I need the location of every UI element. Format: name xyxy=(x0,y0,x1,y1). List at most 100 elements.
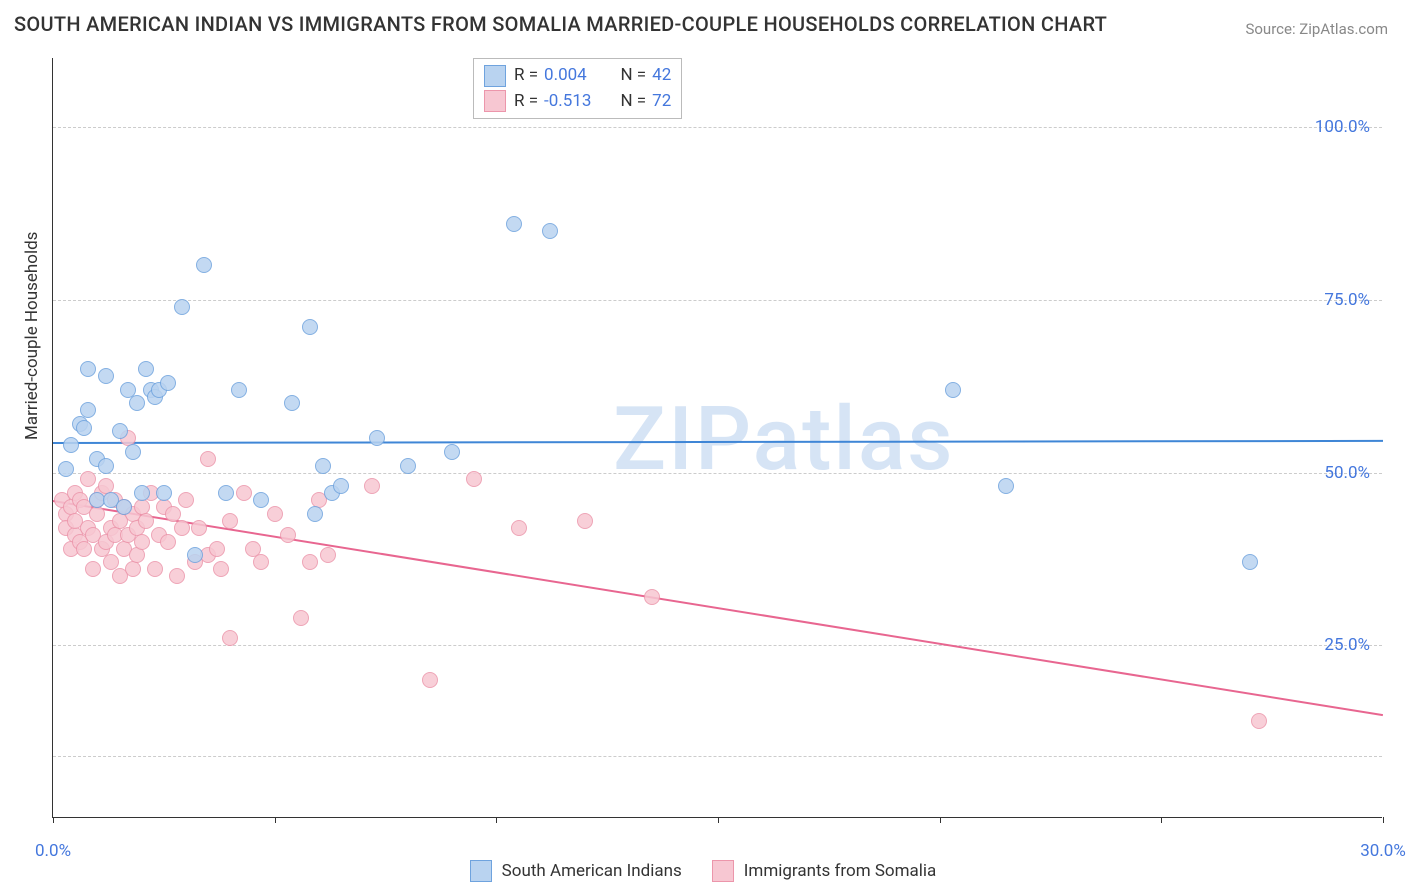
data-point xyxy=(253,492,269,508)
x-tick-mark xyxy=(718,817,719,823)
n-value: 42 xyxy=(652,63,671,89)
data-point xyxy=(267,506,283,522)
data-point xyxy=(187,547,203,563)
data-point xyxy=(125,561,141,577)
data-point xyxy=(506,216,522,232)
y-tick-label: 75.0% xyxy=(1324,290,1370,310)
x-tick-mark xyxy=(496,817,497,823)
data-point xyxy=(134,534,150,550)
plot-area: ZIPatlas 25.0%50.0%75.0%100.0%0.0%30.0%R… xyxy=(52,58,1382,818)
x-tick-mark xyxy=(275,817,276,823)
y-tick-label: 100.0% xyxy=(1315,117,1370,137)
grid-line-h xyxy=(53,473,1382,474)
legend-swatch-somalia xyxy=(712,860,734,882)
data-point xyxy=(333,478,349,494)
data-point xyxy=(315,458,331,474)
data-point xyxy=(222,513,238,529)
grid-line-h xyxy=(53,127,1382,128)
data-point xyxy=(369,430,385,446)
data-point xyxy=(125,444,141,460)
chart-title: SOUTH AMERICAN INDIAN VS IMMIGRANTS FROM… xyxy=(14,12,1107,36)
data-point xyxy=(945,382,961,398)
data-point xyxy=(307,506,323,522)
grid-line-h xyxy=(53,756,1382,757)
data-point xyxy=(160,375,176,391)
data-point xyxy=(236,485,252,501)
data-point xyxy=(160,534,176,550)
data-point xyxy=(320,547,336,563)
data-point xyxy=(98,458,114,474)
data-point xyxy=(156,485,172,501)
legend-swatch-sai xyxy=(470,860,492,882)
data-point xyxy=(63,437,79,453)
x-tick-label: 30.0% xyxy=(1360,841,1406,861)
n-label: N = xyxy=(612,89,646,115)
bottom-legend: South American Indians Immigrants from S… xyxy=(0,860,1406,882)
data-point xyxy=(80,471,96,487)
source-label: Source: ZipAtlas.com xyxy=(1245,20,1388,38)
data-point xyxy=(129,395,145,411)
data-point xyxy=(253,554,269,570)
data-point xyxy=(147,561,163,577)
trend-line xyxy=(53,440,1383,444)
data-point xyxy=(1251,713,1267,729)
data-point xyxy=(174,520,190,536)
r-label: R = xyxy=(514,89,538,115)
trend-line xyxy=(53,500,1383,716)
data-point xyxy=(191,520,207,536)
x-tick-mark xyxy=(940,817,941,823)
data-point xyxy=(98,368,114,384)
legend-item-sai: South American Indians xyxy=(470,860,682,882)
legend-item-somalia: Immigrants from Somalia xyxy=(712,860,937,882)
data-point xyxy=(213,561,229,577)
data-point xyxy=(280,527,296,543)
data-point xyxy=(169,568,185,584)
stats-legend: R = 0.004 N = 42R = -0.513 N = 72 xyxy=(473,58,682,119)
legend-label-somalia: Immigrants from Somalia xyxy=(744,861,937,881)
data-point xyxy=(422,672,438,688)
data-point xyxy=(302,554,318,570)
y-axis-label: Married-couple Households xyxy=(22,232,42,440)
y-tick-label: 25.0% xyxy=(1324,635,1370,655)
data-point xyxy=(178,492,194,508)
data-point xyxy=(138,513,154,529)
data-point xyxy=(644,589,660,605)
data-point xyxy=(542,223,558,239)
data-point xyxy=(364,478,380,494)
data-point xyxy=(444,444,460,460)
data-point xyxy=(76,541,92,557)
x-tick-mark xyxy=(53,817,54,823)
legend-swatch xyxy=(484,90,506,112)
data-point xyxy=(76,420,92,436)
watermark: ZIPatlas xyxy=(613,388,955,491)
data-point xyxy=(174,299,190,315)
grid-line-h xyxy=(53,300,1382,301)
r-value: 0.004 xyxy=(544,63,606,89)
data-point xyxy=(138,361,154,377)
data-point xyxy=(129,547,145,563)
r-label: R = xyxy=(514,63,538,89)
data-point xyxy=(293,610,309,626)
x-tick-mark xyxy=(1161,817,1162,823)
grid-line-h xyxy=(53,645,1382,646)
legend-swatch xyxy=(484,65,506,87)
data-point xyxy=(85,561,101,577)
legend-label-sai: South American Indians xyxy=(502,861,682,881)
x-tick-mark xyxy=(1383,817,1384,823)
data-point xyxy=(284,395,300,411)
data-point xyxy=(58,461,74,477)
x-tick-label: 0.0% xyxy=(35,841,71,861)
data-point xyxy=(80,402,96,418)
data-point xyxy=(80,361,96,377)
data-point xyxy=(400,458,416,474)
data-point xyxy=(1242,554,1258,570)
data-point xyxy=(577,513,593,529)
stats-legend-row: R = -0.513 N = 72 xyxy=(484,89,671,115)
data-point xyxy=(200,451,216,467)
data-point xyxy=(218,485,234,501)
data-point xyxy=(466,471,482,487)
r-value: -0.513 xyxy=(544,89,606,115)
data-point xyxy=(134,485,150,501)
y-tick-label: 50.0% xyxy=(1324,463,1370,483)
n-value: 72 xyxy=(652,89,671,115)
